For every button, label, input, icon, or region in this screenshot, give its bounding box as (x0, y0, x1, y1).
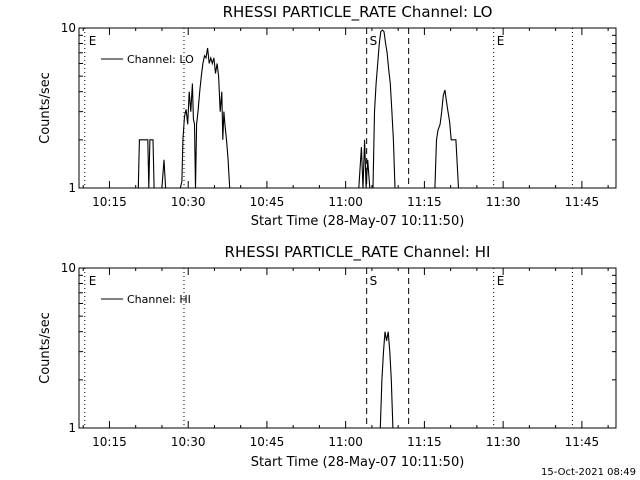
footer-timestamp: 15-Oct-2021 08:49 (541, 467, 636, 478)
x-axis-label: Start Time (28-May-07 10:11:50) (251, 455, 465, 470)
marker-label: E (89, 274, 97, 288)
x-tick-label: 11:15 (407, 195, 442, 209)
x-tick-label: 10:45 (250, 435, 285, 449)
x-axis-label: Start Time (28-May-07 10:11:50) (251, 214, 465, 229)
x-tick-label: 11:00 (328, 435, 363, 449)
series-line-channello (137, 29, 460, 188)
chart-panel-1: RHESSI PARTICLE_RATE Channel: LO Start Ti… (38, 3, 617, 229)
legend-label: Channel: LO (127, 53, 194, 66)
marker-label: E (497, 274, 505, 288)
chart-panel-2: RHESSI PARTICLE_RATE Channel: HI Start Ti… (38, 243, 617, 470)
x-tick-label: 10:15 (92, 195, 127, 209)
y-tick-label: 1 (68, 181, 76, 195)
y-axis-label: Counts/sec (38, 72, 53, 144)
legend-label: Channel: HI (127, 293, 191, 306)
y-tick-label: 10 (61, 261, 76, 275)
series-line-channelhi (379, 331, 394, 428)
marker-label: S (370, 274, 378, 288)
marker-label: S (370, 34, 378, 48)
chart-title: RHESSI PARTICLE_RATE Channel: HI (225, 243, 491, 262)
x-tick-label: 11:30 (486, 195, 521, 209)
y-axis-label: Counts/sec (38, 312, 53, 384)
x-tick-label: 10:45 (250, 195, 285, 209)
x-tick-label: 11:30 (486, 435, 521, 449)
y-tick-label: 1 (68, 421, 76, 435)
x-tick-label: 10:30 (171, 195, 206, 209)
x-tick-label: 11:15 (407, 435, 442, 449)
plot-frame (78, 27, 617, 189)
marker-label: E (89, 34, 97, 48)
chart-title: RHESSI PARTICLE_RATE Channel: LO (223, 3, 493, 22)
y-tick-label: 10 (61, 21, 76, 35)
x-tick-label: 10:15 (92, 435, 127, 449)
x-tick-label: 11:00 (328, 195, 363, 209)
x-tick-label: 10:30 (171, 435, 206, 449)
plot-frame (78, 267, 617, 429)
x-tick-label: 11:45 (565, 435, 600, 449)
x-tick-label: 11:45 (565, 195, 600, 209)
marker-label: E (497, 34, 505, 48)
